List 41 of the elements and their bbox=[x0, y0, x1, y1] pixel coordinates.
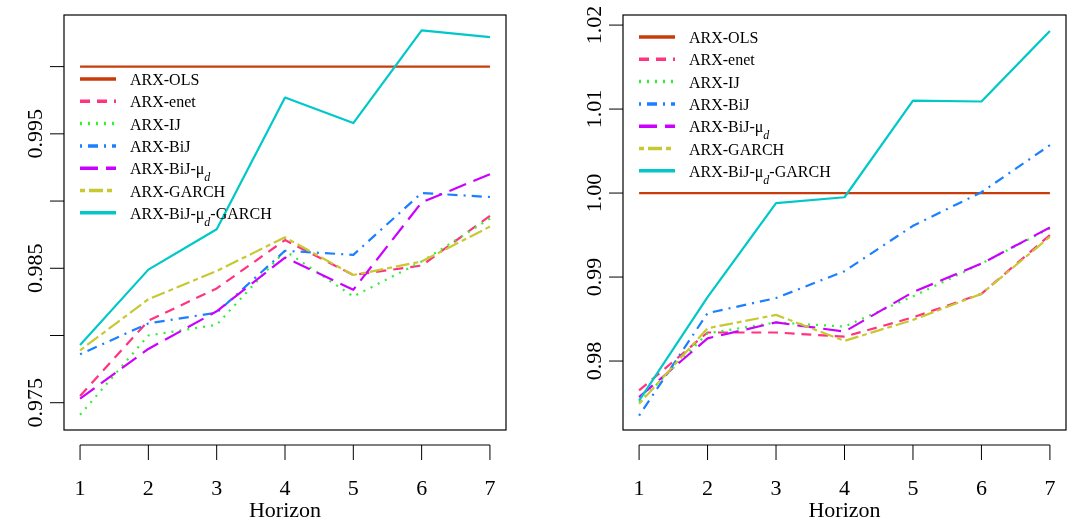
y-tick-label: 1.01 bbox=[581, 89, 606, 129]
y-tick-label: 0.985 bbox=[22, 243, 47, 294]
legend-label: ARX-IJ bbox=[130, 115, 181, 133]
line-series bbox=[78, 29, 492, 346]
y-tick-label: 0.98 bbox=[581, 341, 606, 381]
y-tick-label: 1.02 bbox=[581, 5, 606, 45]
x-tick-label: 7 bbox=[1044, 475, 1056, 500]
x-tick-label: 2 bbox=[702, 475, 714, 500]
y-tick-label: 0.995 bbox=[22, 109, 47, 159]
x-tick-label: 5 bbox=[347, 475, 359, 500]
legend-label: ARX-OLS bbox=[130, 71, 200, 88]
x-tick-label: 6 bbox=[416, 475, 428, 500]
x-tick-label: 2 bbox=[142, 475, 154, 500]
legend-label: ARX-GARCH bbox=[689, 140, 785, 158]
legend-label: ARX-GARCH bbox=[130, 182, 226, 200]
legend-label: ARX-BiJ-μ$_{d}$ bbox=[130, 160, 212, 185]
x-axis-title: Horizon bbox=[248, 497, 322, 520]
legend-label: ARX-IJ bbox=[689, 73, 740, 91]
legend-label: ARX-enet bbox=[689, 51, 756, 69]
x-tick-label: 7 bbox=[484, 475, 496, 500]
x-tick-label: 1 bbox=[633, 475, 645, 500]
x-tick-label: 3 bbox=[770, 475, 782, 500]
x-tick-label: 5 bbox=[907, 475, 919, 500]
legend-label: ARX-OLS bbox=[689, 29, 759, 46]
line-series bbox=[78, 225, 492, 352]
x-tick-label: 6 bbox=[975, 475, 987, 500]
legend-label: ARX-BiJ-μ$_{d}$-GARCH bbox=[689, 162, 832, 187]
y-tick-label: 1.00 bbox=[581, 173, 606, 213]
x-axis-title: Horizon bbox=[808, 497, 881, 520]
y-tick-label: 0.99 bbox=[581, 257, 606, 297]
x-tick-label: 4 bbox=[279, 475, 291, 500]
x-tick-label: 3 bbox=[211, 475, 223, 500]
legend-label: ARX-BiJ bbox=[689, 95, 750, 113]
y-tick-label: 0.975 bbox=[22, 377, 47, 428]
legend-label: ARX-BiJ bbox=[130, 137, 191, 155]
line-series bbox=[637, 29, 1052, 402]
x-tick-label: 4 bbox=[839, 475, 850, 500]
line-series bbox=[637, 144, 1052, 417]
x-tick-label: 1 bbox=[74, 475, 86, 500]
legend-label: ARX-BiJ-μ$_{d}$ bbox=[689, 118, 771, 143]
legend-label: ARX-enet bbox=[130, 93, 197, 111]
